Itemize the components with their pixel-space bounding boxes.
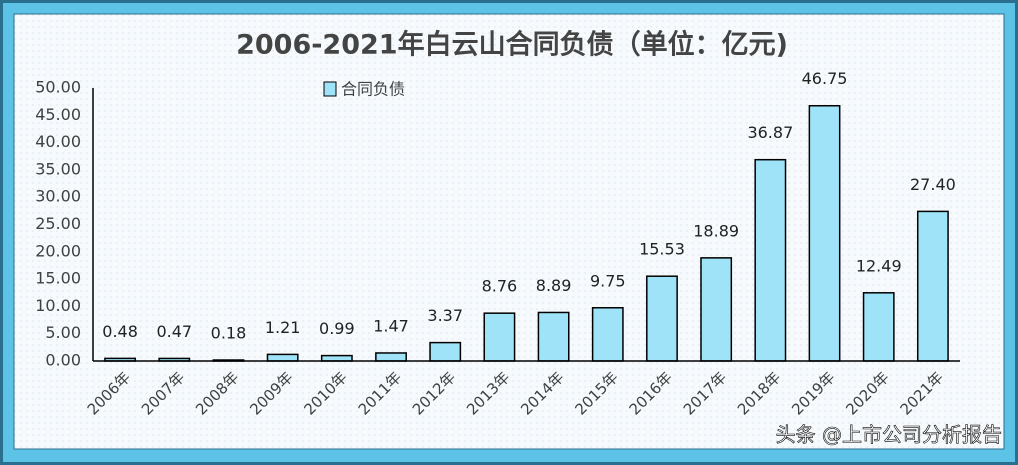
value-label: 12.49 [856,256,902,275]
value-label: 0.47 [156,322,192,341]
value-label: 1.21 [265,318,301,337]
bar [266,353,299,362]
value-label: 8.76 [482,277,518,296]
bar [754,158,787,362]
value-label: 0.99 [319,319,355,338]
value-label: 1.47 [373,316,409,335]
y-tick-label: 35.00 [35,159,81,178]
value-label: 0.18 [211,324,247,343]
bar [537,311,570,362]
value-label: 15.53 [639,240,685,259]
bar [862,292,895,362]
bar [916,210,949,362]
watermark: 头条 @上市公司分析报告 [776,423,1002,447]
value-label: 0.48 [102,322,138,341]
y-tick-label: 30.00 [35,187,81,206]
value-label: 46.75 [802,69,848,88]
y-tick-label: 25.00 [35,214,81,233]
bar [429,341,462,362]
bar [483,312,516,362]
y-tick-label: 20.00 [35,241,81,260]
value-label: 9.75 [590,271,626,290]
value-label: 8.89 [536,276,572,295]
legend-swatch [323,81,337,97]
chart-title: 2006-2021年白云山合同负债（单位：亿元) [236,29,788,61]
y-tick-label: 0.00 [45,351,81,370]
value-label: 36.87 [747,123,793,142]
value-label: 18.89 [693,221,739,240]
bar [646,275,678,362]
y-tick-label: 10.00 [35,296,81,315]
bar [320,354,353,362]
bar [808,104,841,362]
bar [375,352,407,362]
y-tick-label: 45.00 [35,105,81,124]
value-label: 3.37 [427,306,463,325]
bar [700,257,733,362]
bar [591,307,624,362]
value-label: 27.40 [910,175,956,194]
legend-label: 合同负债 [341,80,405,99]
y-tick-label: 50.00 [35,78,81,97]
y-tick-label: 5.00 [45,323,81,342]
y-tick-label: 15.00 [35,269,81,288]
y-tick-label: 40.00 [35,132,81,151]
